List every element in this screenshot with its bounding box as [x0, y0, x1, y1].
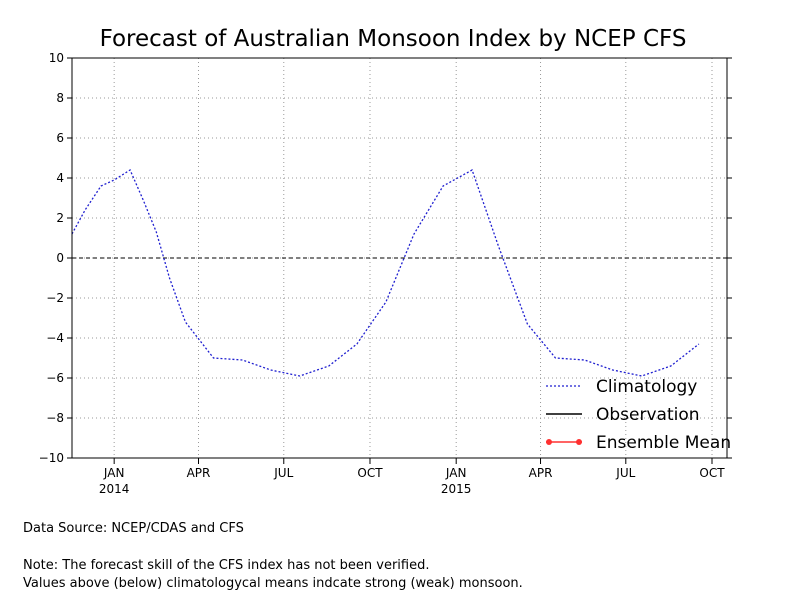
x-tick-label-month: JUL [273, 466, 293, 480]
interpretation-note: Values above (below) climatologycal mean… [23, 576, 523, 591]
y-tick-label: −2 [46, 291, 64, 305]
x-tick-label-month: JUL [615, 466, 635, 480]
y-tick-label: 10 [49, 51, 64, 65]
x-tick-label-year: 2015 [441, 482, 472, 496]
x-tick-label-month: OCT [357, 466, 383, 480]
x-tick-label-month: JAN [445, 466, 467, 480]
x-tick-label-month: APR [529, 466, 553, 480]
y-tick-label: 0 [56, 251, 64, 265]
chart-title: Forecast of Australian Monsoon Index by … [100, 26, 687, 52]
x-tick-label-year: 2014 [99, 482, 130, 496]
y-tick-label: −8 [46, 411, 64, 425]
x-tick-label-month: APR [187, 466, 211, 480]
skill-note: Note: The forecast skill of the CFS inde… [23, 558, 430, 573]
y-tick-label: 2 [56, 211, 64, 225]
series-layer [71, 169, 700, 377]
y-tick-label: −10 [39, 451, 64, 465]
series-line-climatology [71, 169, 700, 377]
x-tick-label-month: OCT [699, 466, 725, 480]
legend-label: Ensemble Mean [596, 433, 731, 453]
y-tick-label: 6 [56, 131, 64, 145]
legend-label: Observation [596, 405, 700, 425]
legend-marker [576, 439, 582, 445]
y-tick-label: −6 [46, 371, 64, 385]
y-tick-label: 8 [56, 91, 64, 105]
y-tick-label: −4 [46, 331, 64, 345]
legend-marker [546, 439, 552, 445]
tick-layer: 10 8 6 4 2 0 −2 −4 −6 −8 −10 JAN 2014 APR JUL OCT JAN 201… [39, 51, 732, 496]
legend-label: Climatology [596, 377, 697, 397]
data-source-note: Data Source: NCEP/CDAS and CFS [23, 521, 244, 536]
legend: Climatology Observation Ensemble Mean [546, 377, 731, 453]
y-tick-label: 4 [56, 171, 64, 185]
x-tick-label-month: JAN [103, 466, 125, 480]
